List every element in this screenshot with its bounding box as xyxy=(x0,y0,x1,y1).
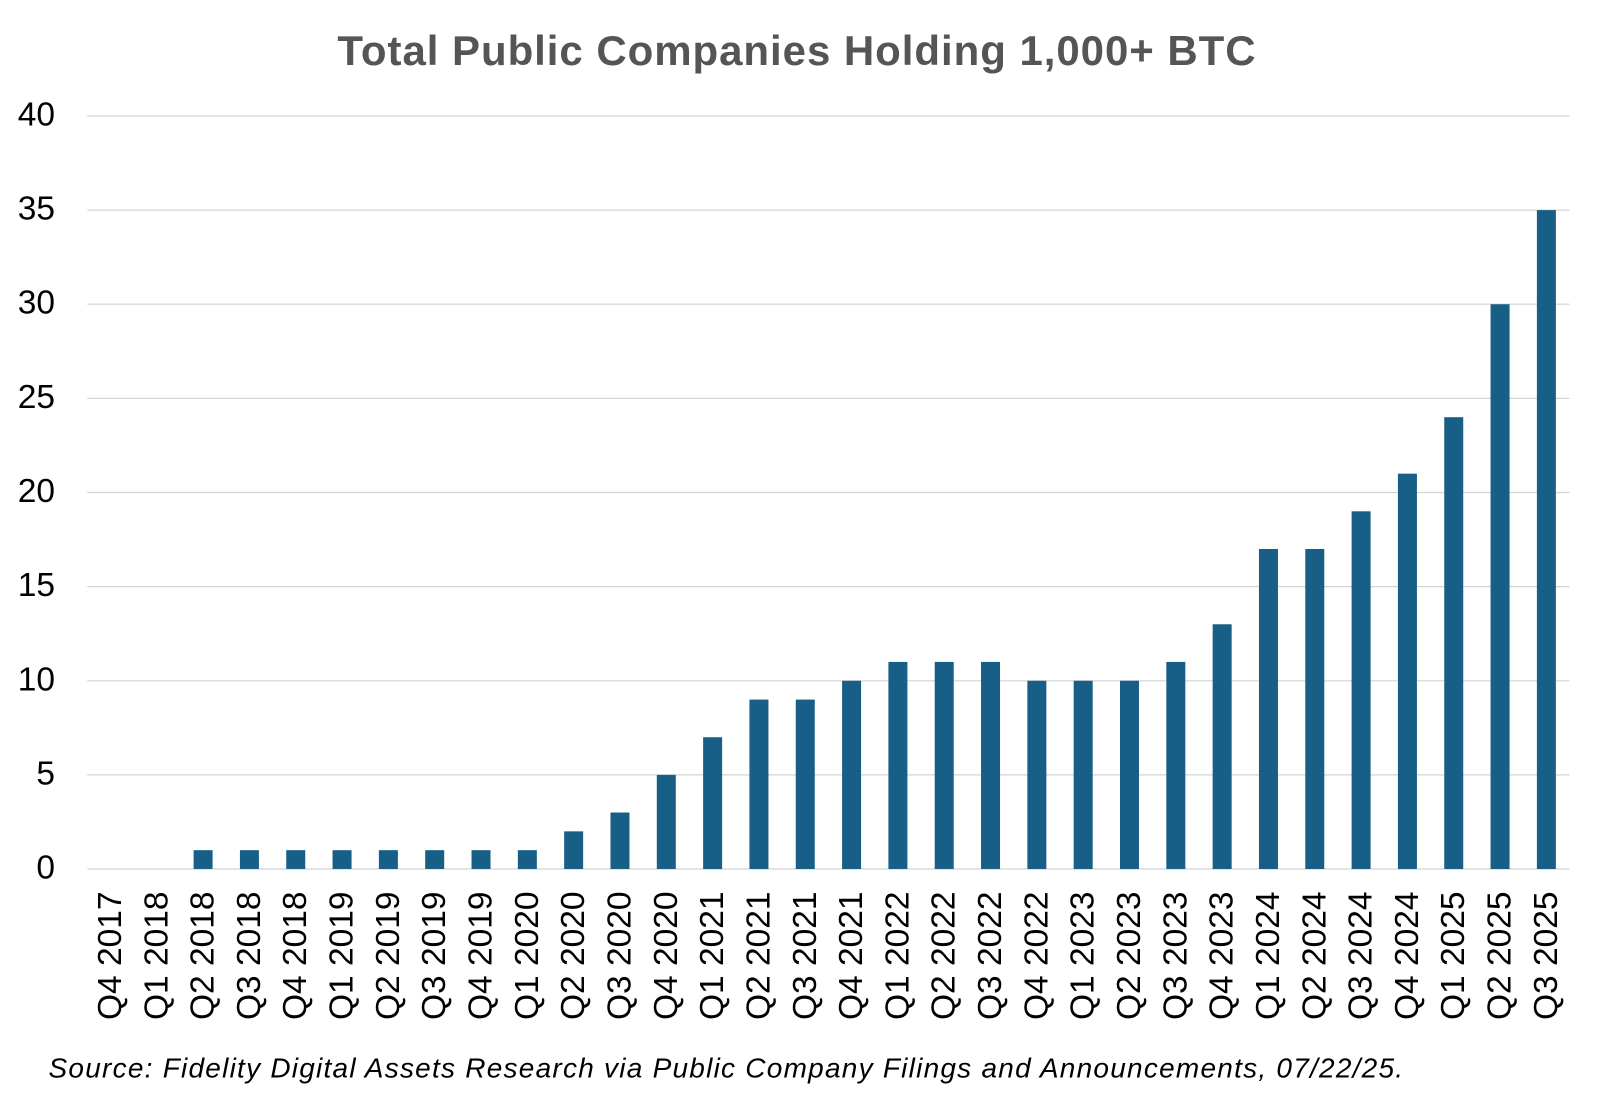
svg-text:35: 35 xyxy=(18,191,55,228)
svg-text:Q1 2025: Q1 2025 xyxy=(1435,892,1472,1021)
svg-text:Q3 2022: Q3 2022 xyxy=(972,892,1009,1021)
svg-text:40: 40 xyxy=(18,97,55,134)
svg-text:Source: Fidelity Digital Asset: Source: Fidelity Digital Assets Research… xyxy=(49,1052,1405,1083)
svg-text:Q3 2024: Q3 2024 xyxy=(1343,892,1380,1021)
svg-text:10: 10 xyxy=(18,661,55,698)
svg-text:Q1 2019: Q1 2019 xyxy=(324,892,361,1021)
svg-text:Q4 2021: Q4 2021 xyxy=(833,892,870,1021)
svg-text:Q2 2022: Q2 2022 xyxy=(926,892,963,1021)
svg-text:Q3 2018: Q3 2018 xyxy=(231,892,268,1021)
svg-text:Q1 2023: Q1 2023 xyxy=(1065,892,1102,1021)
svg-text:0: 0 xyxy=(36,850,55,887)
svg-text:Q3 2023: Q3 2023 xyxy=(1157,892,1194,1021)
svg-text:25: 25 xyxy=(18,379,55,416)
svg-text:Q1 2020: Q1 2020 xyxy=(509,892,546,1021)
svg-text:Q2 2024: Q2 2024 xyxy=(1296,892,1333,1021)
svg-text:5: 5 xyxy=(36,755,55,792)
svg-text:Q4 2024: Q4 2024 xyxy=(1389,892,1426,1021)
svg-text:Q4 2018: Q4 2018 xyxy=(277,892,314,1021)
svg-text:Q1 2021: Q1 2021 xyxy=(694,892,731,1021)
svg-text:Q1 2018: Q1 2018 xyxy=(138,892,175,1021)
svg-text:Q3 2019: Q3 2019 xyxy=(416,892,453,1021)
svg-text:15: 15 xyxy=(18,567,55,604)
svg-text:Q2 2018: Q2 2018 xyxy=(185,892,222,1021)
svg-text:Q4 2020: Q4 2020 xyxy=(648,892,685,1021)
svg-text:Q1 2024: Q1 2024 xyxy=(1250,892,1287,1021)
svg-text:Q4 2017: Q4 2017 xyxy=(92,892,129,1021)
svg-text:Q2 2019: Q2 2019 xyxy=(370,892,407,1021)
svg-text:Q1 2022: Q1 2022 xyxy=(879,892,916,1021)
svg-text:Q2 2020: Q2 2020 xyxy=(555,892,592,1021)
svg-text:20: 20 xyxy=(18,473,55,510)
svg-text:Q2 2023: Q2 2023 xyxy=(1111,892,1148,1021)
svg-text:Q4 2019: Q4 2019 xyxy=(463,892,500,1021)
svg-text:Q4 2022: Q4 2022 xyxy=(1018,892,1055,1021)
svg-text:Q4 2023: Q4 2023 xyxy=(1204,892,1241,1021)
svg-text:Total Public Companies Holding: Total Public Companies Holding 1,000+ BT… xyxy=(337,27,1256,74)
svg-text:30: 30 xyxy=(18,285,55,322)
svg-text:Q3 2020: Q3 2020 xyxy=(601,892,638,1021)
svg-text:Q3 2021: Q3 2021 xyxy=(787,892,824,1021)
svg-text:Q2 2021: Q2 2021 xyxy=(740,892,777,1021)
svg-text:Q3 2025: Q3 2025 xyxy=(1528,892,1565,1021)
svg-text:Q2 2025: Q2 2025 xyxy=(1482,892,1519,1021)
